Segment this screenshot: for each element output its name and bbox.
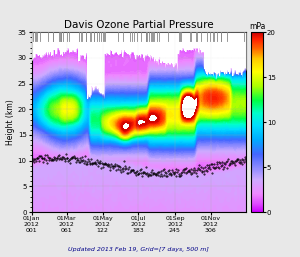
Y-axis label: Height (km): Height (km) [6, 99, 15, 145]
Title: mPa: mPa [249, 22, 265, 31]
Title: Davis Ozone Partial Pressure: Davis Ozone Partial Pressure [64, 20, 214, 30]
Text: Updated 2013 Feb 19, Grid=[7 days, 500 m]: Updated 2013 Feb 19, Grid=[7 days, 500 m… [68, 246, 208, 252]
